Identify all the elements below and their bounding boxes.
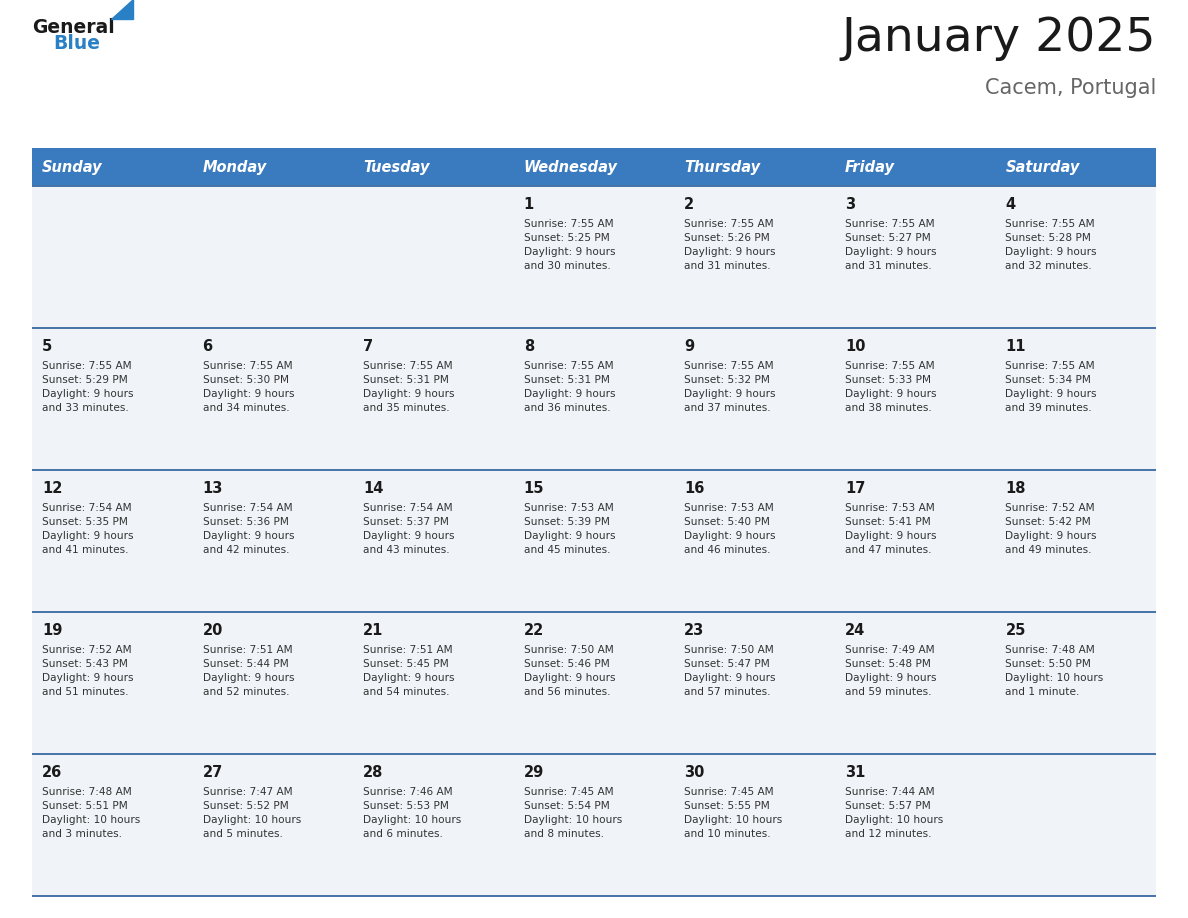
Bar bbox=[32, 148, 192, 186]
Text: Sunrise: 7:47 AM
Sunset: 5:52 PM
Daylight: 10 hours
and 5 minutes.: Sunrise: 7:47 AM Sunset: 5:52 PM Dayligh… bbox=[203, 787, 301, 839]
Text: 12: 12 bbox=[42, 481, 63, 496]
Text: 31: 31 bbox=[845, 765, 865, 780]
Text: 14: 14 bbox=[364, 481, 384, 496]
Text: Friday: Friday bbox=[845, 160, 895, 174]
Text: Sunrise: 7:55 AM
Sunset: 5:28 PM
Daylight: 9 hours
and 32 minutes.: Sunrise: 7:55 AM Sunset: 5:28 PM Dayligh… bbox=[1005, 219, 1097, 271]
Text: Cacem, Portugal: Cacem, Portugal bbox=[985, 78, 1156, 98]
Text: 3: 3 bbox=[845, 197, 855, 212]
Text: 19: 19 bbox=[42, 623, 63, 638]
Bar bbox=[32, 328, 1156, 470]
Bar bbox=[192, 148, 353, 186]
Text: 25: 25 bbox=[1005, 623, 1025, 638]
Text: Sunday: Sunday bbox=[42, 160, 102, 174]
Bar bbox=[513, 148, 675, 186]
Text: Sunrise: 7:55 AM
Sunset: 5:27 PM
Daylight: 9 hours
and 31 minutes.: Sunrise: 7:55 AM Sunset: 5:27 PM Dayligh… bbox=[845, 219, 936, 271]
Text: 9: 9 bbox=[684, 339, 695, 354]
Text: 27: 27 bbox=[203, 765, 223, 780]
Text: Sunrise: 7:55 AM
Sunset: 5:29 PM
Daylight: 9 hours
and 33 minutes.: Sunrise: 7:55 AM Sunset: 5:29 PM Dayligh… bbox=[42, 361, 133, 413]
Bar bbox=[835, 148, 996, 186]
Text: Tuesday: Tuesday bbox=[364, 160, 430, 174]
Text: Sunrise: 7:55 AM
Sunset: 5:26 PM
Daylight: 9 hours
and 31 minutes.: Sunrise: 7:55 AM Sunset: 5:26 PM Dayligh… bbox=[684, 219, 776, 271]
Text: 18: 18 bbox=[1005, 481, 1026, 496]
Bar bbox=[32, 186, 1156, 328]
Text: Sunrise: 7:53 AM
Sunset: 5:39 PM
Daylight: 9 hours
and 45 minutes.: Sunrise: 7:53 AM Sunset: 5:39 PM Dayligh… bbox=[524, 503, 615, 555]
Text: Blue: Blue bbox=[53, 34, 101, 53]
Text: Sunrise: 7:54 AM
Sunset: 5:36 PM
Daylight: 9 hours
and 42 minutes.: Sunrise: 7:54 AM Sunset: 5:36 PM Dayligh… bbox=[203, 503, 295, 555]
Text: Sunrise: 7:55 AM
Sunset: 5:34 PM
Daylight: 9 hours
and 39 minutes.: Sunrise: 7:55 AM Sunset: 5:34 PM Dayligh… bbox=[1005, 361, 1097, 413]
Text: 15: 15 bbox=[524, 481, 544, 496]
Text: Sunrise: 7:48 AM
Sunset: 5:51 PM
Daylight: 10 hours
and 3 minutes.: Sunrise: 7:48 AM Sunset: 5:51 PM Dayligh… bbox=[42, 787, 140, 839]
Text: 8: 8 bbox=[524, 339, 533, 354]
Text: 7: 7 bbox=[364, 339, 373, 354]
Text: Sunrise: 7:49 AM
Sunset: 5:48 PM
Daylight: 9 hours
and 59 minutes.: Sunrise: 7:49 AM Sunset: 5:48 PM Dayligh… bbox=[845, 645, 936, 697]
Text: 28: 28 bbox=[364, 765, 384, 780]
Text: Sunrise: 7:50 AM
Sunset: 5:46 PM
Daylight: 9 hours
and 56 minutes.: Sunrise: 7:50 AM Sunset: 5:46 PM Dayligh… bbox=[524, 645, 615, 697]
Text: Sunrise: 7:55 AM
Sunset: 5:30 PM
Daylight: 9 hours
and 34 minutes.: Sunrise: 7:55 AM Sunset: 5:30 PM Dayligh… bbox=[203, 361, 295, 413]
Text: Sunrise: 7:52 AM
Sunset: 5:43 PM
Daylight: 9 hours
and 51 minutes.: Sunrise: 7:52 AM Sunset: 5:43 PM Dayligh… bbox=[42, 645, 133, 697]
Bar bbox=[32, 470, 1156, 612]
Text: Sunrise: 7:54 AM
Sunset: 5:35 PM
Daylight: 9 hours
and 41 minutes.: Sunrise: 7:54 AM Sunset: 5:35 PM Dayligh… bbox=[42, 503, 133, 555]
Text: Sunrise: 7:51 AM
Sunset: 5:44 PM
Daylight: 9 hours
and 52 minutes.: Sunrise: 7:51 AM Sunset: 5:44 PM Dayligh… bbox=[203, 645, 295, 697]
Text: 11: 11 bbox=[1005, 339, 1026, 354]
Text: Sunrise: 7:45 AM
Sunset: 5:54 PM
Daylight: 10 hours
and 8 minutes.: Sunrise: 7:45 AM Sunset: 5:54 PM Dayligh… bbox=[524, 787, 623, 839]
Text: 22: 22 bbox=[524, 623, 544, 638]
Text: 13: 13 bbox=[203, 481, 223, 496]
Text: 29: 29 bbox=[524, 765, 544, 780]
Text: 21: 21 bbox=[364, 623, 384, 638]
Bar bbox=[32, 612, 1156, 754]
Text: Saturday: Saturday bbox=[1005, 160, 1080, 174]
Text: Sunrise: 7:55 AM
Sunset: 5:31 PM
Daylight: 9 hours
and 36 minutes.: Sunrise: 7:55 AM Sunset: 5:31 PM Dayligh… bbox=[524, 361, 615, 413]
Bar bbox=[675, 148, 835, 186]
Text: 20: 20 bbox=[203, 623, 223, 638]
Text: 10: 10 bbox=[845, 339, 865, 354]
Text: Sunrise: 7:45 AM
Sunset: 5:55 PM
Daylight: 10 hours
and 10 minutes.: Sunrise: 7:45 AM Sunset: 5:55 PM Dayligh… bbox=[684, 787, 783, 839]
Text: 16: 16 bbox=[684, 481, 704, 496]
Bar bbox=[32, 754, 1156, 896]
Text: General: General bbox=[32, 18, 115, 37]
Text: 23: 23 bbox=[684, 623, 704, 638]
Text: Sunrise: 7:48 AM
Sunset: 5:50 PM
Daylight: 10 hours
and 1 minute.: Sunrise: 7:48 AM Sunset: 5:50 PM Dayligh… bbox=[1005, 645, 1104, 697]
Text: 6: 6 bbox=[203, 339, 213, 354]
Text: Sunrise: 7:55 AM
Sunset: 5:25 PM
Daylight: 9 hours
and 30 minutes.: Sunrise: 7:55 AM Sunset: 5:25 PM Dayligh… bbox=[524, 219, 615, 271]
Text: 1: 1 bbox=[524, 197, 533, 212]
Text: January 2025: January 2025 bbox=[841, 16, 1156, 61]
Text: Sunrise: 7:52 AM
Sunset: 5:42 PM
Daylight: 9 hours
and 49 minutes.: Sunrise: 7:52 AM Sunset: 5:42 PM Dayligh… bbox=[1005, 503, 1097, 555]
Polygon shape bbox=[112, 0, 133, 18]
Text: Thursday: Thursday bbox=[684, 160, 760, 174]
Text: 30: 30 bbox=[684, 765, 704, 780]
Text: 26: 26 bbox=[42, 765, 62, 780]
Text: Sunrise: 7:53 AM
Sunset: 5:41 PM
Daylight: 9 hours
and 47 minutes.: Sunrise: 7:53 AM Sunset: 5:41 PM Dayligh… bbox=[845, 503, 936, 555]
Text: 24: 24 bbox=[845, 623, 865, 638]
Text: Sunrise: 7:53 AM
Sunset: 5:40 PM
Daylight: 9 hours
and 46 minutes.: Sunrise: 7:53 AM Sunset: 5:40 PM Dayligh… bbox=[684, 503, 776, 555]
Text: 2: 2 bbox=[684, 197, 695, 212]
Text: 4: 4 bbox=[1005, 197, 1016, 212]
Text: Sunrise: 7:55 AM
Sunset: 5:32 PM
Daylight: 9 hours
and 37 minutes.: Sunrise: 7:55 AM Sunset: 5:32 PM Dayligh… bbox=[684, 361, 776, 413]
Text: 5: 5 bbox=[42, 339, 52, 354]
Text: Wednesday: Wednesday bbox=[524, 160, 618, 174]
Bar bbox=[996, 148, 1156, 186]
Text: Sunrise: 7:51 AM
Sunset: 5:45 PM
Daylight: 9 hours
and 54 minutes.: Sunrise: 7:51 AM Sunset: 5:45 PM Dayligh… bbox=[364, 645, 455, 697]
Text: Sunrise: 7:55 AM
Sunset: 5:31 PM
Daylight: 9 hours
and 35 minutes.: Sunrise: 7:55 AM Sunset: 5:31 PM Dayligh… bbox=[364, 361, 455, 413]
Text: Sunrise: 7:44 AM
Sunset: 5:57 PM
Daylight: 10 hours
and 12 minutes.: Sunrise: 7:44 AM Sunset: 5:57 PM Dayligh… bbox=[845, 787, 943, 839]
Text: Sunrise: 7:46 AM
Sunset: 5:53 PM
Daylight: 10 hours
and 6 minutes.: Sunrise: 7:46 AM Sunset: 5:53 PM Dayligh… bbox=[364, 787, 461, 839]
Text: Sunrise: 7:50 AM
Sunset: 5:47 PM
Daylight: 9 hours
and 57 minutes.: Sunrise: 7:50 AM Sunset: 5:47 PM Dayligh… bbox=[684, 645, 776, 697]
Text: 17: 17 bbox=[845, 481, 865, 496]
Bar bbox=[353, 148, 513, 186]
Text: Sunrise: 7:55 AM
Sunset: 5:33 PM
Daylight: 9 hours
and 38 minutes.: Sunrise: 7:55 AM Sunset: 5:33 PM Dayligh… bbox=[845, 361, 936, 413]
Text: Sunrise: 7:54 AM
Sunset: 5:37 PM
Daylight: 9 hours
and 43 minutes.: Sunrise: 7:54 AM Sunset: 5:37 PM Dayligh… bbox=[364, 503, 455, 555]
Text: Monday: Monday bbox=[203, 160, 267, 174]
